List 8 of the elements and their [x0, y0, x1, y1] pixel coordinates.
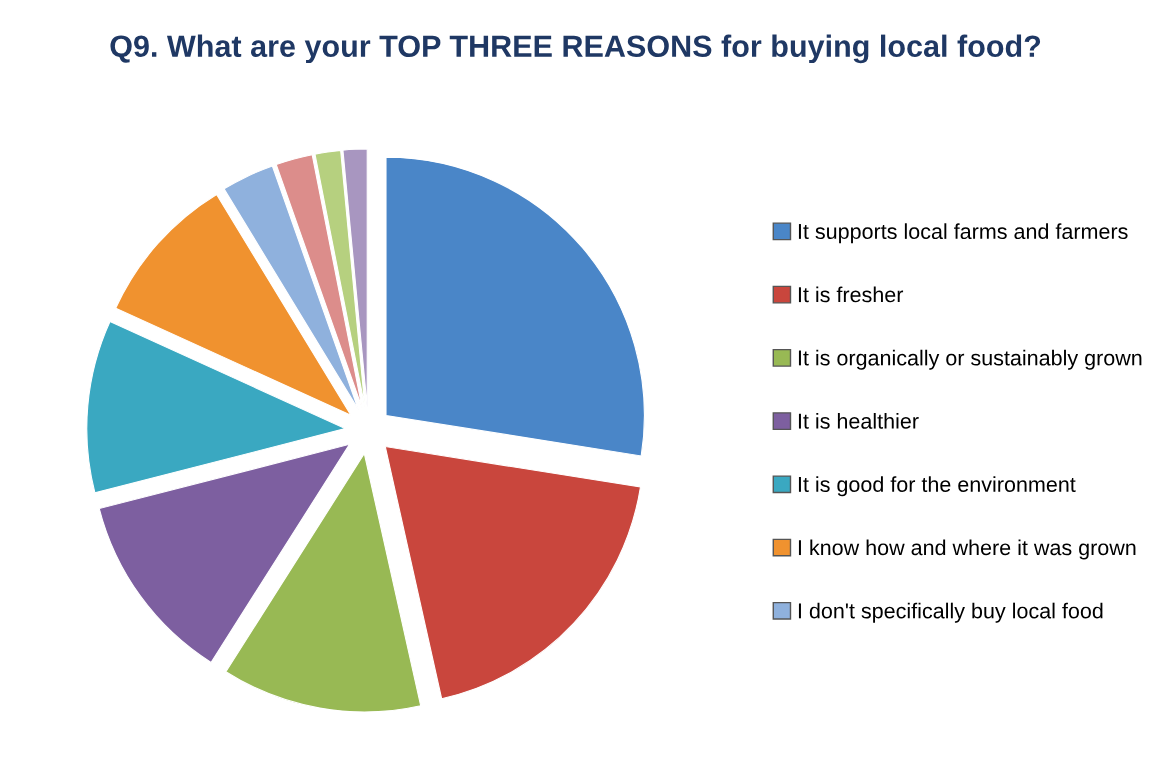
legend-label: It is fresher [798, 286, 904, 303]
legend-label: It is healthier [798, 412, 919, 429]
chart-title: Q9. What are your TOP THREE REASONS for buying local food? [110, 34, 1041, 64]
legend-label: I don't specifically buy local food [798, 602, 1103, 623]
legend-label: It is organically or sustainably grown [798, 349, 1142, 370]
legend-label: It is good for the environment [798, 476, 1076, 497]
legend-label: I know how and where it was grown [798, 539, 1136, 560]
legend-label: It supports local farms and farmers [798, 223, 1128, 244]
